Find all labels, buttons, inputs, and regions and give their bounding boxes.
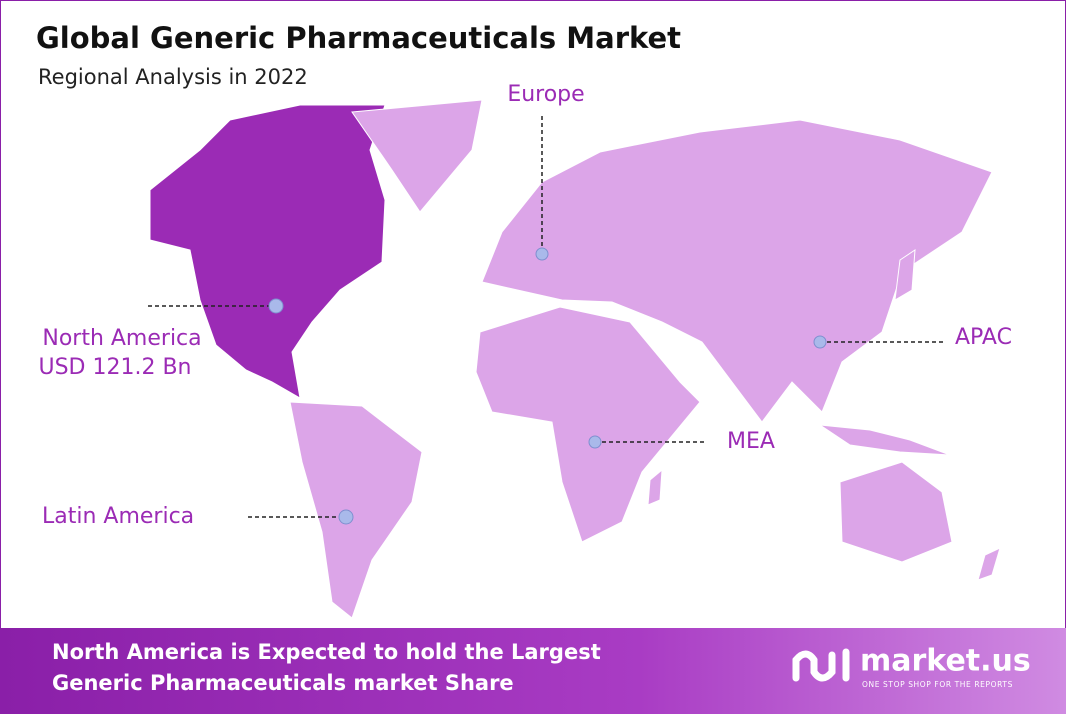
marker — [338, 509, 354, 525]
greenland — [351, 99, 483, 213]
logo-text: market.us — [860, 644, 1031, 679]
madagascar — [647, 468, 663, 506]
markers — [148, 116, 944, 525]
africa — [475, 306, 701, 543]
region-label: North America — [42, 326, 201, 351]
region-label: APAC — [955, 325, 1012, 350]
footer-band — [0, 628, 1066, 714]
region-label: MEA — [727, 429, 775, 454]
logo-tagline: ONE STOP SHOP FOR THE REPORTS — [862, 680, 1013, 689]
australia — [839, 461, 953, 563]
north-america — [149, 104, 386, 399]
region-value: USD 121.2 Bn — [38, 355, 191, 380]
indonesia — [819, 424, 951, 456]
new-zealand — [977, 547, 1001, 581]
region-label: Latin America — [42, 504, 194, 529]
marker — [268, 298, 284, 314]
japan — [894, 249, 916, 301]
region-label: Europe — [507, 82, 584, 107]
title: Global Generic Pharmaceuticals Market — [36, 21, 681, 55]
marker — [813, 335, 827, 349]
marker — [588, 435, 602, 449]
footer-text: North America is Expected to hold the La… — [52, 640, 601, 664]
logo-icon — [792, 648, 850, 682]
subtitle: Regional Analysis in 2022 — [38, 65, 308, 89]
eurasia — [481, 119, 993, 423]
south-america — [289, 401, 423, 619]
footer-text: Generic Pharmaceuticals market Share — [52, 671, 514, 695]
marker — [535, 247, 549, 261]
world-map — [149, 99, 1001, 619]
